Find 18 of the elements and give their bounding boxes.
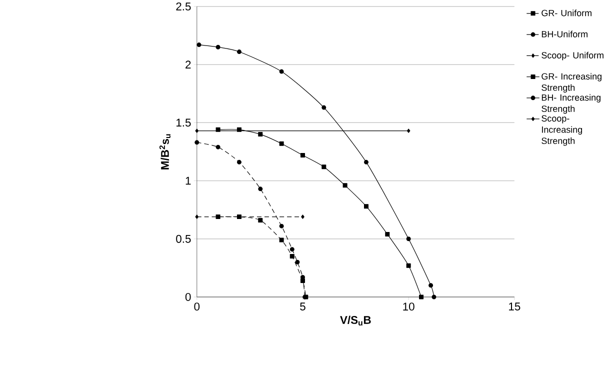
y-tick-label: 0 xyxy=(185,292,191,301)
x-tick-label: 5 xyxy=(300,302,306,310)
x-tick-label: 15 xyxy=(509,302,520,310)
legend-label: BH- Increasing Strength xyxy=(542,94,600,114)
legend-label: GR- Increasing Strength xyxy=(542,72,602,92)
y-axis-title: M/B$^{2}$s$_{u}$ xyxy=(159,134,171,170)
y-tick-label: 1 xyxy=(186,176,191,184)
y-tick-label: 2 xyxy=(186,60,191,68)
legend-label: Scoop- Increasing Strength xyxy=(542,115,582,146)
legend-label: GR- Uniform xyxy=(542,9,592,16)
y-tick-label: 2.5 xyxy=(176,2,191,10)
x-tick-label: 0 xyxy=(194,302,200,310)
y-tick-label: 1.5 xyxy=(176,118,191,126)
y-tick-label: 0.5 xyxy=(176,234,191,243)
x-tick-label: 10 xyxy=(403,302,414,310)
legend-label: Scoop- Uniform xyxy=(542,52,604,60)
x-axis-title: V/S$_{u}$B xyxy=(340,315,371,326)
legend-label: BH-Uniform xyxy=(542,30,588,38)
